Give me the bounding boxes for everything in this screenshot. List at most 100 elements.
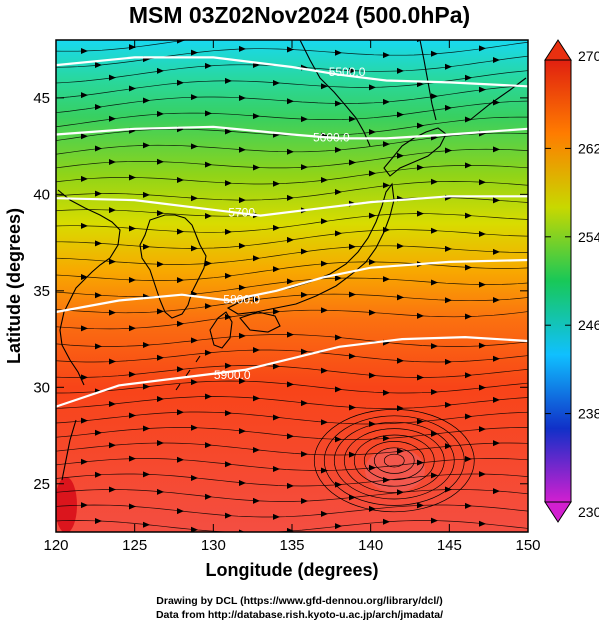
streamline-arrow bbox=[129, 412, 136, 419]
streamline-arrow bbox=[479, 45, 486, 52]
streamline-arrow bbox=[225, 410, 232, 417]
streamline-arrow bbox=[383, 276, 390, 283]
streamline-arrow bbox=[177, 228, 184, 235]
streamline-arrow bbox=[445, 486, 452, 493]
streamline-arrow bbox=[95, 471, 102, 478]
streamline-arrow bbox=[321, 83, 328, 90]
streamline-arrow bbox=[273, 266, 280, 273]
streamline-arrow bbox=[225, 228, 232, 235]
streamline-arrow bbox=[129, 325, 136, 332]
streamline-arrow bbox=[479, 426, 486, 433]
streamline-arrow bbox=[431, 93, 438, 100]
streamline-arrow bbox=[191, 379, 198, 386]
streamline-arrow bbox=[95, 429, 102, 436]
streamline-arrow bbox=[493, 197, 500, 204]
streamline-arrow bbox=[143, 425, 150, 432]
streamline-arrow bbox=[287, 278, 294, 285]
streamline-arrow bbox=[157, 210, 164, 217]
streamline-arrow bbox=[369, 258, 376, 265]
streamline-arrow bbox=[465, 212, 472, 219]
contour-label: 5600.0 bbox=[313, 130, 350, 144]
streamline-arrow bbox=[321, 31, 328, 37]
streamline-arrow bbox=[417, 418, 424, 425]
streamline-arrow bbox=[81, 325, 88, 332]
contour-line bbox=[56, 335, 528, 408]
streamline-arrow bbox=[239, 146, 246, 153]
streamline-arrow bbox=[157, 354, 164, 361]
streamline-arrow bbox=[273, 308, 280, 315]
streamline-arrow bbox=[445, 63, 452, 70]
streamline bbox=[56, 489, 528, 502]
streamline bbox=[56, 164, 528, 185]
streamline-arrow bbox=[253, 347, 260, 354]
colorbar-tick-label: 230 bbox=[578, 504, 599, 520]
streamline-arrow bbox=[239, 45, 246, 52]
streamline-arrow bbox=[287, 331, 294, 338]
streamline-arrow bbox=[239, 332, 246, 339]
x-tick-label: 135 bbox=[279, 537, 304, 554]
streamline-arrow bbox=[157, 308, 164, 315]
streamline bbox=[56, 213, 528, 233]
streamline-arrow bbox=[109, 486, 116, 493]
x-tick-label: 130 bbox=[201, 537, 226, 554]
streamline-arrow bbox=[81, 374, 88, 381]
streamline bbox=[56, 40, 189, 52]
streamline-arrow bbox=[239, 242, 246, 249]
streamline-arrow bbox=[479, 179, 486, 186]
streamline-arrow bbox=[383, 389, 390, 396]
streamline-arrow bbox=[273, 414, 280, 421]
streamline-arrow bbox=[301, 248, 308, 255]
streamline-arrow bbox=[109, 115, 116, 122]
streamline bbox=[56, 309, 528, 330]
streamline-arrow bbox=[321, 218, 328, 225]
streamline-arrow bbox=[143, 142, 150, 149]
streamline-arrow bbox=[417, 164, 424, 171]
streamline-arrow bbox=[493, 355, 500, 362]
streamline-arrow bbox=[157, 110, 164, 117]
streamline-arrow bbox=[95, 190, 102, 197]
streamline-arrow bbox=[479, 231, 486, 238]
streamline-arrow bbox=[177, 456, 184, 463]
streamline-arrow bbox=[431, 517, 438, 524]
streamline-arrow bbox=[397, 152, 404, 159]
x-tick-label: 140 bbox=[358, 537, 383, 554]
x-axis-title: Longitude (degrees) bbox=[205, 560, 378, 580]
streamline-arrow bbox=[479, 471, 486, 478]
colorbar-ticks: 270 262 254 246 238 230 bbox=[545, 48, 599, 520]
streamline-arrow bbox=[81, 417, 88, 424]
streamline bbox=[56, 100, 528, 128]
streamline-arrow bbox=[321, 307, 328, 314]
colorbar-tick-label: 238 bbox=[578, 406, 599, 422]
streamline-arrow bbox=[383, 141, 390, 148]
streamline bbox=[56, 70, 528, 99]
streamline-arrow bbox=[479, 342, 486, 349]
wind-streamlines bbox=[56, 31, 528, 532]
streamline-arrow bbox=[479, 520, 486, 527]
streamline-arrow bbox=[273, 513, 280, 520]
streamline-arrow bbox=[321, 467, 328, 474]
chart-title: MSM 03Z02Nov2024 (500.0hPa) bbox=[128, 2, 471, 28]
streamline-arrow bbox=[225, 128, 232, 135]
circulation-streamline bbox=[343, 428, 445, 493]
streamline-arrow bbox=[81, 92, 88, 99]
streamline-arrow bbox=[493, 488, 500, 495]
colorbar-bottom-cap bbox=[544, 501, 572, 523]
streamline-arrow bbox=[335, 436, 342, 443]
streamline-arrow bbox=[109, 358, 116, 365]
streamline-arrow bbox=[493, 296, 500, 303]
streamline-arrow bbox=[143, 191, 150, 198]
streamline-arrow bbox=[191, 424, 198, 431]
streamline-arrow bbox=[321, 260, 328, 267]
streamline-arrow bbox=[109, 400, 116, 407]
y-tick-label: 40 bbox=[33, 186, 50, 203]
streamline-arrow bbox=[205, 393, 212, 400]
streamline-arrow bbox=[349, 243, 356, 250]
streamline-arrow bbox=[81, 47, 88, 54]
streamline-arrow bbox=[129, 455, 136, 462]
streamline-arrow bbox=[431, 343, 438, 350]
streamline-arrow bbox=[191, 337, 198, 344]
streamline-arrow bbox=[225, 362, 232, 369]
streamline-arrow bbox=[335, 275, 342, 282]
streamline-arrow bbox=[191, 474, 198, 481]
